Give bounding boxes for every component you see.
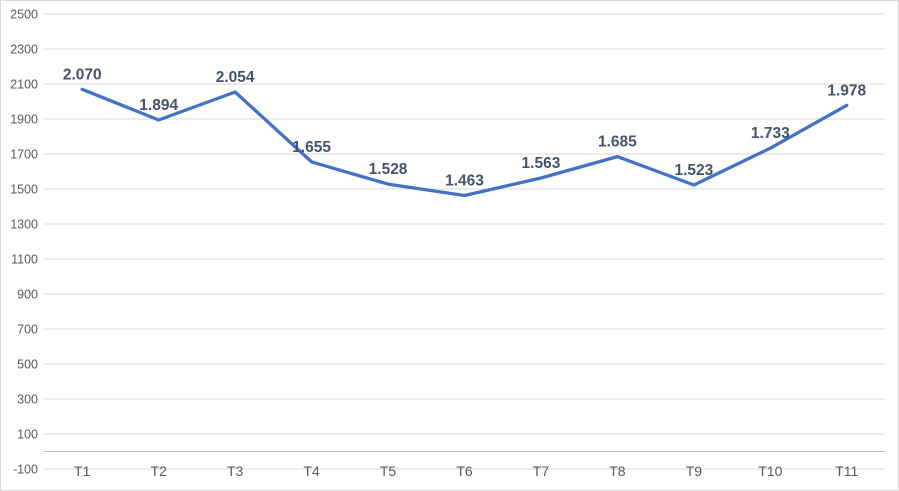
series-line	[80, 87, 849, 198]
data-point-label: 2.070	[63, 66, 102, 83]
y-axis-tick-label: 2100	[10, 78, 38, 92]
x-axis-category-label: T3	[227, 463, 244, 479]
data-point-label: 1.523	[674, 162, 713, 179]
y-axis-tick-label: 1700	[10, 148, 38, 162]
x-axis-category-label: T8	[609, 463, 626, 479]
x-axis-labels-group: T1 T2 T3 T4 T5 T6 T7 T8 T9 T10 T11	[74, 463, 858, 479]
y-axis-tick-label: 500	[17, 358, 38, 372]
y-axis-tick-label: 1500	[10, 183, 38, 197]
x-axis-category-label: T10	[758, 463, 782, 479]
data-point-label: 1.655	[292, 139, 331, 156]
y-axis-tick-label: 1900	[10, 113, 38, 127]
data-point-label: 2.054	[216, 69, 255, 86]
x-axis-category-label: T4	[303, 463, 320, 479]
x-axis-category-label: T1	[74, 463, 91, 479]
data-labels-group: 2.070 1.894 2.054 1.655 1.528 1.463 1.563 1.685…	[63, 66, 867, 189]
data-point-label: 1.685	[598, 134, 637, 151]
y-axis-tick-label: 2300	[10, 43, 38, 57]
data-point-label: 1.733	[751, 125, 790, 142]
data-point-label: 1.563	[522, 155, 561, 172]
data-point-label: 1.978	[827, 82, 866, 99]
data-point-label: 1.463	[445, 172, 484, 189]
y-axis-tick-label: 1300	[10, 218, 38, 232]
x-axis-category-label: T11	[835, 463, 858, 479]
gridlines-group	[44, 13, 885, 470]
y-axis-tick-label: 1100	[11, 253, 38, 267]
x-axis-category-label: T9	[686, 463, 703, 479]
x-axis-category-label: T5	[380, 463, 397, 479]
y-axis-tick-label: -100	[13, 463, 38, 477]
y-axis-tick-label: 900	[17, 288, 38, 302]
data-point-label: 1.528	[369, 161, 408, 178]
data-point-label: 1.894	[139, 97, 178, 114]
y-axis-labels-group: -100 100 300 500 700 900 1100 1300 1500 1700 1900 2…	[10, 8, 38, 477]
y-axis-tick-label: 700	[17, 323, 38, 337]
y-axis-tick-label: 2500	[10, 8, 38, 22]
x-axis-category-label: T7	[533, 463, 550, 479]
series-group	[80, 87, 849, 198]
y-axis-tick-label: 300	[17, 393, 38, 407]
y-axis-tick-label: 100	[17, 428, 38, 442]
x-axis-category-label: T6	[456, 463, 473, 479]
x-axis-category-label: T2	[151, 463, 168, 479]
